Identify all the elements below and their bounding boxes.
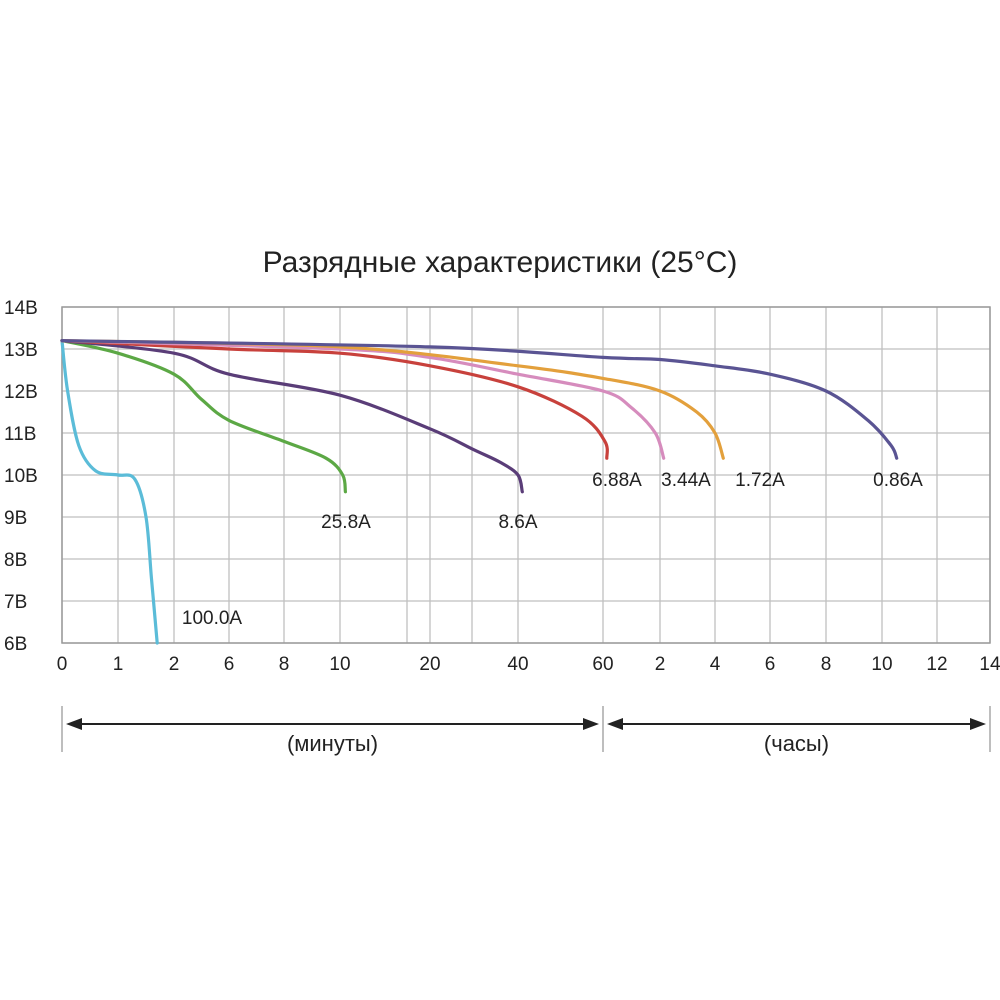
range-arrow-head-right bbox=[583, 718, 599, 730]
series-label-6.88A: 6.88A bbox=[592, 470, 642, 491]
x-tick-label: 1 bbox=[113, 654, 124, 675]
y-axis-ticks: 6В 7В 8В 9В 10В 11В 12В 13В 14В bbox=[4, 298, 38, 655]
range-arrow-head-left bbox=[607, 718, 623, 730]
series-lines bbox=[60, 339, 899, 645]
range-label: (минуты) bbox=[287, 731, 378, 756]
x-tick-label: 20 bbox=[419, 654, 440, 675]
x-tick-label: 6 bbox=[224, 654, 235, 675]
x-tick-label: 10 bbox=[329, 654, 350, 675]
y-tick-label: 9В bbox=[4, 508, 27, 529]
x-tick-label: 10 bbox=[871, 654, 892, 675]
x-tick-label: 8 bbox=[821, 654, 832, 675]
y-tick-label: 8В bbox=[4, 550, 27, 571]
series-line-6.88A bbox=[60, 339, 609, 460]
x-tick-label: 14 bbox=[979, 654, 1000, 675]
grid-lines bbox=[61, 306, 991, 644]
series-labels: 100.0A 25.8A 8.6A 6.88A 3.44A 1.72A 0.86A bbox=[182, 470, 923, 629]
series-label-25.8A: 25.8A bbox=[321, 512, 371, 533]
plot-frame bbox=[61, 306, 991, 644]
x-tick-label: 4 bbox=[710, 654, 721, 675]
series-line-8.6A bbox=[60, 339, 524, 494]
series-label-0.86A: 0.86A bbox=[873, 470, 923, 491]
x-range-indicators: (минуты) (часы) bbox=[61, 706, 991, 756]
y-tick-label: 13В bbox=[4, 340, 38, 361]
x-tick-label: 0 bbox=[57, 654, 68, 675]
series-label-8.6A: 8.6A bbox=[498, 512, 537, 533]
y-tick-label: 12В bbox=[4, 382, 38, 403]
range-label: (часы) bbox=[764, 731, 829, 756]
x-tick-label: 8 bbox=[279, 654, 290, 675]
series-label-100.0A: 100.0A bbox=[182, 608, 243, 629]
series-line-25.8A bbox=[60, 339, 347, 494]
x-axis-ticks: 0 1 2 6 8 10 20 40 60 2 4 6 8 10 12 14 bbox=[57, 654, 1000, 675]
y-tick-label: 10В bbox=[4, 466, 38, 487]
series-line-0.86A bbox=[60, 339, 899, 460]
y-tick-label: 11В bbox=[4, 424, 36, 445]
series-label-3.44A: 3.44A bbox=[661, 470, 711, 491]
x-tick-label: 60 bbox=[592, 654, 613, 675]
x-tick-label: 2 bbox=[169, 654, 180, 675]
x-tick-label: 2 bbox=[655, 654, 666, 675]
x-tick-label: 12 bbox=[926, 654, 947, 675]
series-label-1.72A: 1.72A bbox=[735, 470, 785, 491]
x-tick-label: 40 bbox=[507, 654, 528, 675]
y-tick-label: 14В bbox=[4, 298, 38, 319]
y-tick-label: 6В bbox=[4, 634, 27, 655]
chart-title: Разрядные характеристики (25°C) bbox=[263, 246, 738, 279]
x-tick-label: 6 bbox=[765, 654, 776, 675]
range-arrow-head-right bbox=[970, 718, 986, 730]
range-arrow-head-left bbox=[66, 718, 82, 730]
series-line-3.44A bbox=[60, 339, 666, 460]
series-line-100.0A bbox=[60, 339, 159, 645]
y-tick-label: 7В bbox=[4, 592, 27, 613]
